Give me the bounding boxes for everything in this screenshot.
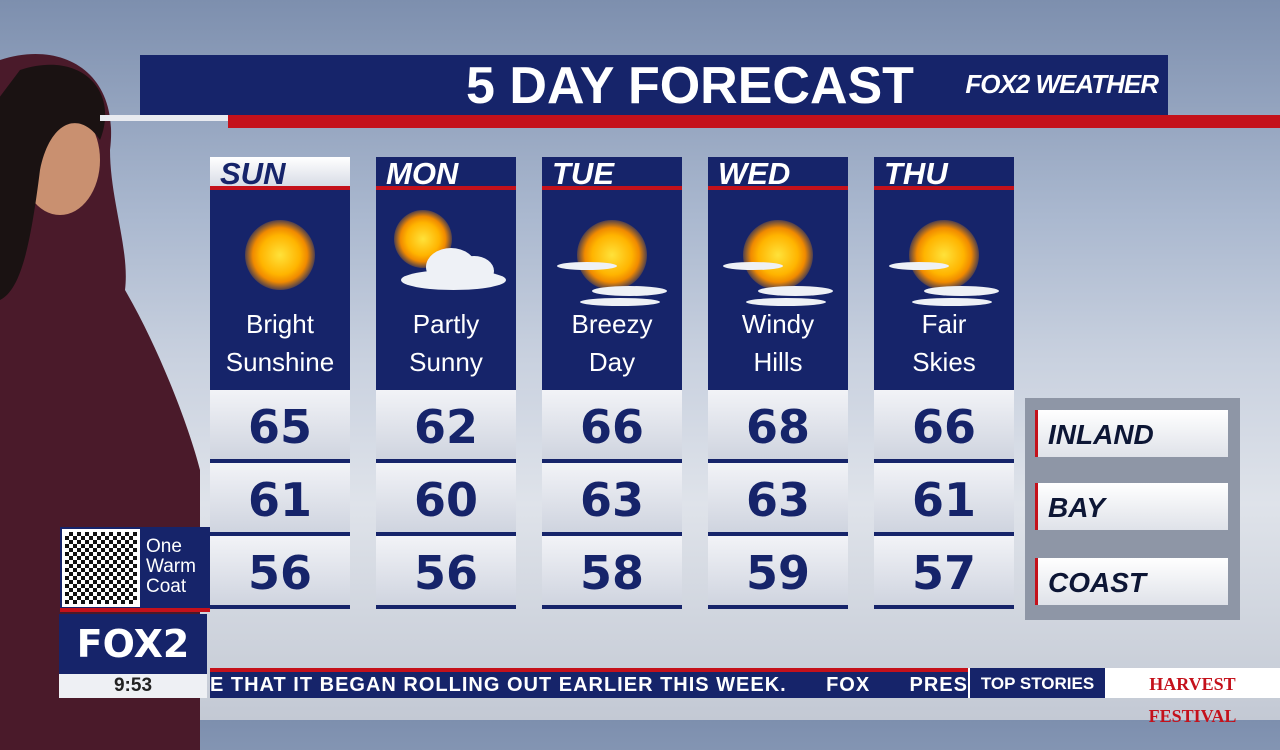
region-legend: INLAND BAY COAST <box>1025 398 1240 620</box>
temp-bay: 61 <box>210 463 350 536</box>
page-title: 5 DAY FORECAST <box>466 57 914 115</box>
promo-line: One <box>146 536 182 557</box>
forecast-day-sun: SUN Bright Sunshine 65 61 56 <box>210 157 350 619</box>
promo-box: One Warm Coat <box>60 527 210 612</box>
header-red-line <box>228 115 1280 128</box>
condition-panel: Fair Skies <box>874 190 1014 390</box>
day-label: TUE <box>542 157 682 191</box>
header-bar: 5 DAY FORECAST FOX2 WEATHER <box>140 55 1168 115</box>
temp-bay: 63 <box>542 463 682 536</box>
station-logo: FOX2 <box>59 614 207 674</box>
temp-coast: 56 <box>376 536 516 609</box>
temp-coast: 58 <box>542 536 682 609</box>
clock: 9:53 <box>59 674 207 698</box>
day-label: THU <box>874 157 1014 191</box>
condition-text: Breezy <box>571 309 653 339</box>
sponsor-logo: HARVEST FESTIVAL <box>1105 668 1280 726</box>
condition-text: Skies <box>912 347 976 377</box>
forecast-day-wed: WED Windy Hills 68 63 59 <box>708 157 848 619</box>
forecast-day-tue: TUE Breezy Day 66 63 58 <box>542 157 682 619</box>
condition-panel: Windy Hills <box>708 190 848 390</box>
condition-text: Sunshine <box>225 347 335 377</box>
temp-bay: 60 <box>376 463 516 536</box>
day-label: SUN <box>210 157 350 191</box>
ticker-section: TOP STORIES <box>968 668 1105 698</box>
forecast-day-mon: MON Partly Sunny 62 60 56 <box>376 157 516 619</box>
wind-streak-icon <box>889 262 949 270</box>
promo-line: Warm <box>146 556 196 577</box>
news-ticker: E THAT IT BEGAN ROLLING OUT EARLIER THIS… <box>210 668 1280 726</box>
temp-coast: 56 <box>210 536 350 609</box>
day-label: WED <box>708 157 848 191</box>
sun-icon <box>577 220 647 290</box>
condition-panel: Bright Sunshine <box>210 190 350 390</box>
condition-text: Partly <box>412 309 480 339</box>
temp-inland: 66 <box>542 390 682 463</box>
wind-streak-icon <box>557 262 617 270</box>
temp-inland: 62 <box>376 390 516 463</box>
region-inland: INLAND <box>1035 410 1228 457</box>
region-coast: COAST <box>1035 558 1228 605</box>
sun-icon <box>909 220 979 290</box>
temp-inland: 68 <box>708 390 848 463</box>
sun-icon <box>743 220 813 290</box>
condition-text: Day <box>588 347 636 377</box>
condition-text: Hills <box>753 347 803 377</box>
temp-bay: 61 <box>874 463 1014 536</box>
temp-coast: 57 <box>874 536 1014 609</box>
temp-bay: 63 <box>708 463 848 536</box>
condition-text: Sunny <box>409 347 483 377</box>
temp-inland: 66 <box>874 390 1014 463</box>
forecast-day-thu: THU Fair Skies 66 61 57 <box>874 157 1014 619</box>
condition-panel: Partly Sunny <box>376 190 516 390</box>
ticker-text: E THAT IT BEGAN ROLLING OUT EARLIER THIS… <box>210 674 975 696</box>
condition-text: Windy <box>741 309 815 339</box>
temp-inland: 65 <box>210 390 350 463</box>
day-label: MON <box>376 157 516 191</box>
sun-icon <box>245 220 315 290</box>
promo-line: Coat <box>146 576 187 597</box>
qr-code-icon[interactable] <box>62 529 140 607</box>
fox2-weather-logo: FOX2 WEATHER <box>965 69 1159 99</box>
wind-streak-icon <box>723 262 783 270</box>
condition-panel: Breezy Day <box>542 190 682 390</box>
temp-coast: 59 <box>708 536 848 609</box>
condition-text: Bright <box>246 309 314 339</box>
condition-text: Fair <box>921 309 967 339</box>
header-accent <box>100 115 228 121</box>
region-bay: BAY <box>1035 483 1228 530</box>
